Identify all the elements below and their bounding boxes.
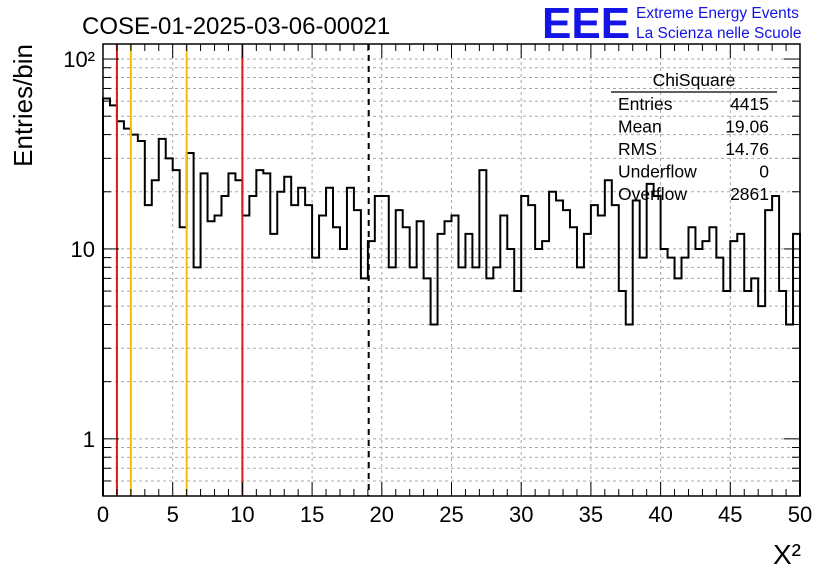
grid-lines (103, 44, 800, 497)
x-tick-label: 10 (230, 502, 254, 527)
x-tick-labels: 0 5 10 15 20 25 30 35 40 45 50 (97, 502, 812, 527)
x-tick-label: 45 (718, 502, 742, 527)
x-tick-label: 0 (97, 502, 109, 527)
stats-title: ChiSquare (653, 70, 736, 90)
run-title: COSE-01-2025-03-06-00021 (82, 13, 390, 40)
x-tick-label: 15 (300, 502, 324, 527)
x-tick-label: 35 (579, 502, 603, 527)
stats-row-value: 4415 (730, 94, 769, 114)
y-tick-label: 1 (83, 427, 95, 452)
x-tick-label: 30 (509, 502, 533, 527)
x-tick-label: 50 (788, 502, 812, 527)
stats-row-label: Entries (618, 94, 673, 114)
stats-box: ChiSquare Entries 4415 Mean 19.06 RMS 14.76 Un… (611, 70, 777, 204)
stats-rows: Entries 4415 Mean 19.06 RMS 14.76 Underflow 0 Ov… (618, 94, 769, 204)
threshold-lines (115, 44, 370, 496)
x-tick-label: 5 (167, 502, 179, 527)
y-tick-label: 10 (71, 237, 95, 262)
stats-row-value: 19.06 (725, 117, 769, 137)
org-name-line1: Extreme Energy Events (636, 5, 799, 22)
stats-row-value: 14.76 (725, 139, 769, 159)
stats-row-label: Overflow (618, 184, 687, 204)
stats-row-label: RMS (618, 139, 657, 159)
histogram-bins (102, 97, 801, 496)
x-tick-label: 25 (439, 502, 463, 527)
org-name-line2: La Scienza nelle Scuole (636, 25, 801, 42)
x-tick-label: 20 (370, 502, 394, 527)
stats-row-label: Mean (618, 117, 662, 137)
x-tick-label: 40 (648, 502, 672, 527)
eee-logo: EEE (542, 0, 630, 48)
stats-row-value: 0 (759, 162, 769, 182)
histogram-outline (102, 97, 801, 496)
x-axis-label: X² (773, 539, 801, 570)
axis-ticks (102, 44, 801, 497)
y-tick-label: 10² (63, 47, 95, 72)
stats-row-label: Underflow (618, 162, 697, 182)
y-tick-labels: 1 10 10² (63, 47, 95, 452)
stats-row-value: 2861 (730, 184, 769, 204)
y-axis-label: Entries/bin (8, 44, 38, 167)
